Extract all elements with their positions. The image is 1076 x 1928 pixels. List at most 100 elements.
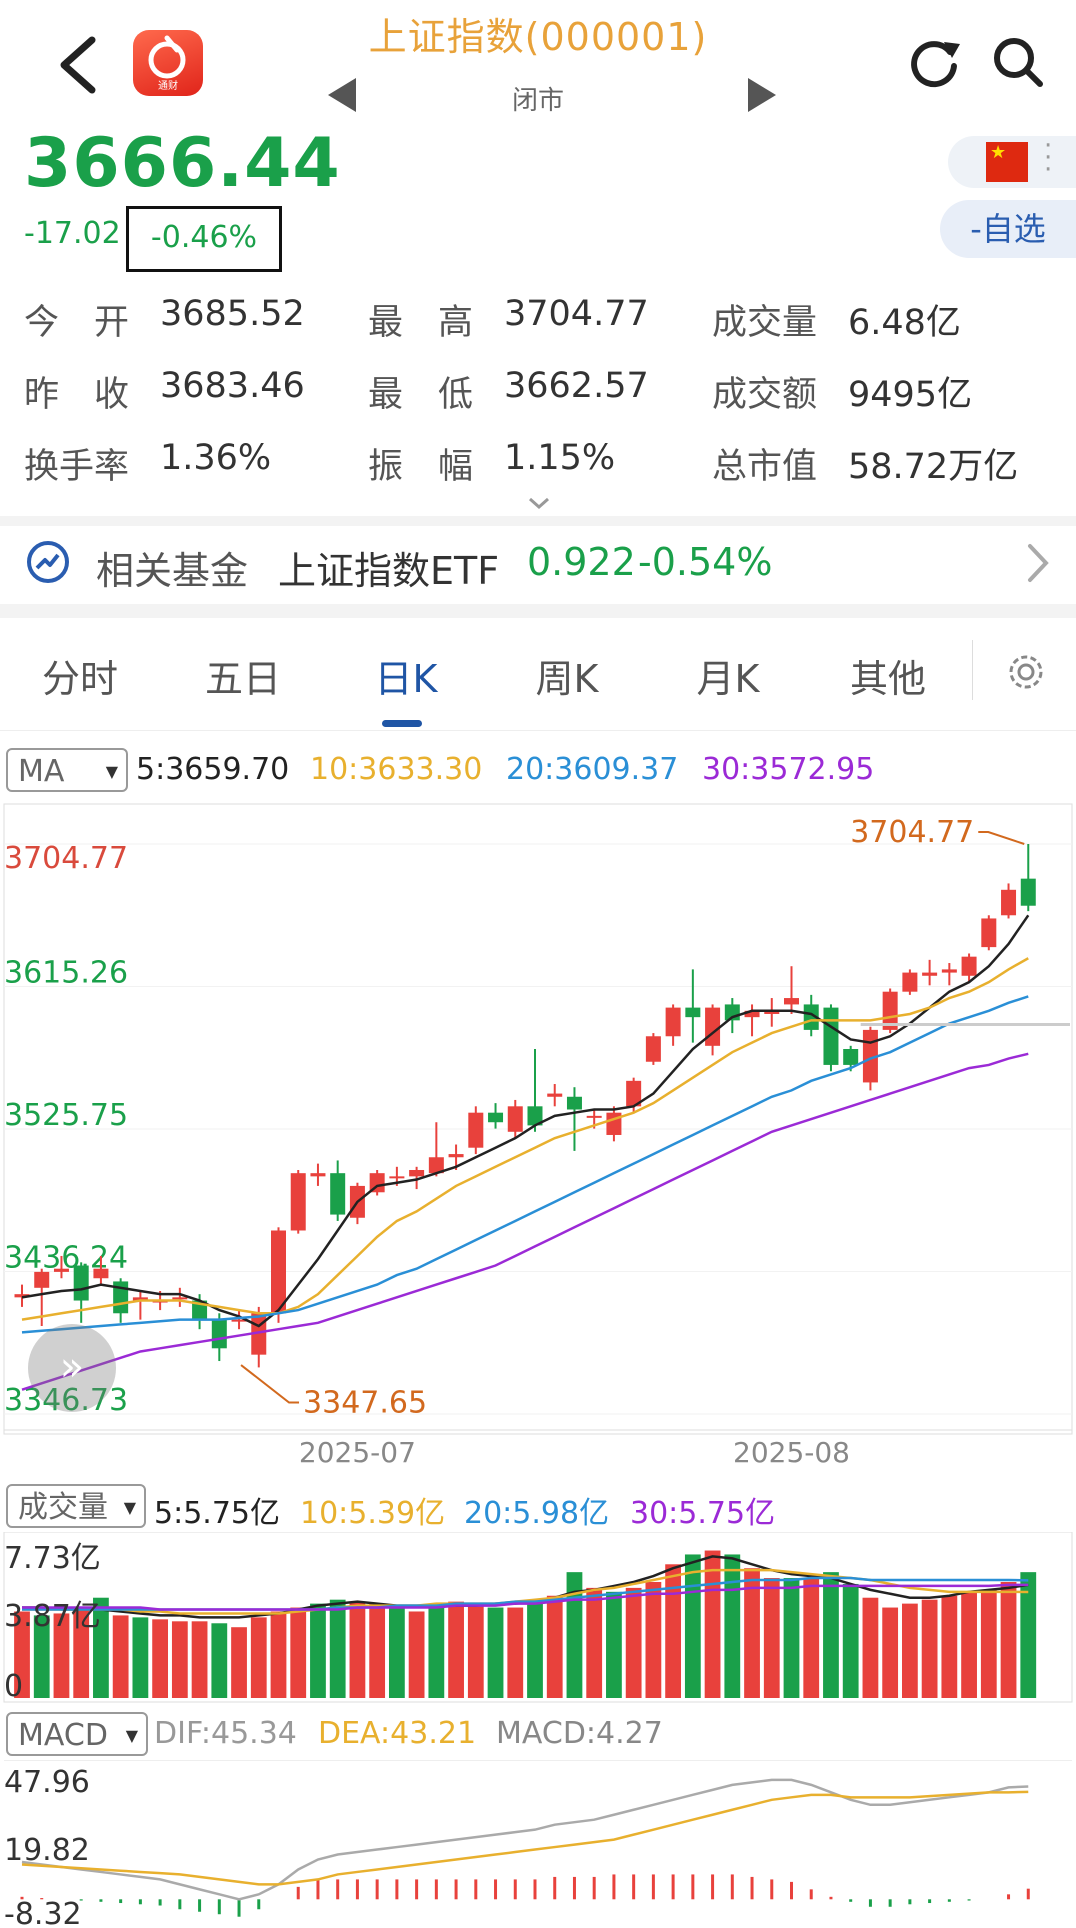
candle-body [73, 1265, 89, 1301]
volume-bar [862, 1597, 879, 1698]
app-logo-label: 通财 [158, 81, 178, 92]
tab-separator [972, 640, 973, 700]
volume-bar [112, 1615, 129, 1698]
stat-label: 成交量 [712, 303, 818, 343]
volume-selector[interactable]: 成交量 ▼ [6, 1484, 146, 1528]
low-marker-label: 3347.65 [303, 1386, 427, 1421]
candle-body [882, 991, 898, 1030]
volume-bar [941, 1595, 958, 1698]
dea-line [21, 1790, 1029, 1886]
volume-chart[interactable]: 7.73亿 3.87亿 0 [0, 1532, 1076, 1704]
stat-value: 6.48亿 [848, 303, 961, 343]
x-axis-label: 2025-07 [299, 1436, 416, 1469]
macd-axis-label: -8.32 [4, 1897, 82, 1928]
related-fund-change: -0.54% [638, 540, 773, 584]
volume-bar [665, 1564, 682, 1698]
volume-bar [645, 1581, 662, 1698]
ma-selector-label: MA [18, 754, 65, 789]
candle-body [409, 1169, 425, 1177]
more-options-icon[interactable]: · · · [1044, 131, 1053, 185]
volume-bar [566, 1572, 583, 1698]
section-divider [0, 516, 1076, 526]
volume-bar [388, 1607, 405, 1698]
volume-bar [310, 1603, 326, 1698]
tab-intraday[interactable]: 分时 [41, 657, 118, 701]
vol-ma5-value: 5:5.75亿 [154, 1496, 280, 1531]
expand-chevron-icon[interactable] [524, 494, 554, 514]
volume-bar [625, 1587, 642, 1698]
macd-selector[interactable]: MACD ▼ [6, 1712, 148, 1756]
candle-body [271, 1230, 286, 1314]
remove-watchlist-button[interactable]: -自选 [940, 200, 1076, 258]
top-bar: 通财 上证指数(000001) 闭市 [0, 0, 1076, 125]
candle-body [823, 1007, 839, 1065]
candle-body [586, 1115, 602, 1118]
ma5-value: 5:3659.70 [136, 752, 290, 787]
volume-axis-label: 3.87亿 [4, 1599, 101, 1634]
volume-bar [408, 1611, 425, 1698]
volume-bar [369, 1603, 386, 1698]
volume-bar [231, 1627, 247, 1698]
prev-stock-icon[interactable] [328, 78, 356, 112]
candle-body [468, 1112, 484, 1148]
volume-bar [980, 1589, 997, 1698]
tab-five-day[interactable]: 五日 [204, 657, 281, 701]
volume-bar [1000, 1581, 1017, 1698]
stat-value: 3683.46 [160, 366, 305, 406]
vol-ma30-value: 30:5.75亿 [630, 1496, 776, 1531]
volume-bar [33, 1615, 50, 1698]
volume-bar [684, 1554, 701, 1698]
volume-bar [546, 1595, 563, 1698]
volume-bar [93, 1597, 109, 1698]
ma-selector[interactable]: MA ▼ [6, 748, 128, 792]
candlestick-chart[interactable]: 3704.773615.263525.753436.243346.733704.… [0, 800, 1076, 1470]
ma5-line [21, 914, 1030, 1328]
price-change-percent: -0.46% [126, 206, 282, 272]
price-axis-label: 3525.75 [4, 1098, 128, 1133]
volume-bar [467, 1603, 484, 1698]
stat-label: 昨 收 [24, 375, 130, 415]
search-icon[interactable] [990, 34, 1046, 90]
ma20-value: 20:3609.37 [506, 752, 679, 787]
ma30-value: 30:3572.95 [702, 752, 875, 787]
stat-label: 振 幅 [368, 447, 474, 487]
candle-body [53, 1268, 69, 1272]
volume-bar [921, 1599, 938, 1698]
volume-bar [250, 1617, 267, 1698]
volume-bar [507, 1607, 524, 1698]
next-stock-icon[interactable] [748, 78, 776, 112]
related-fund-name[interactable]: 上证指数ETF [278, 549, 500, 593]
candle-body [231, 1319, 247, 1322]
candle-body [211, 1319, 227, 1349]
candle-body [330, 1173, 346, 1215]
candle-body [527, 1106, 543, 1126]
tab-monthly-k[interactable]: 月K [696, 657, 760, 701]
chevron-right-icon[interactable] [1022, 540, 1052, 586]
candle-body [290, 1173, 306, 1231]
volume-bar [586, 1587, 603, 1698]
candle-body [448, 1154, 464, 1158]
candle-body [784, 998, 799, 1005]
candle-body [744, 1010, 760, 1018]
candle-body [132, 1297, 148, 1301]
stat-value: 3685.52 [160, 294, 305, 334]
volume-bar [349, 1601, 366, 1698]
related-fund-price: 0.922 [527, 540, 636, 584]
volume-bar [428, 1603, 445, 1698]
candle-body [1020, 878, 1036, 906]
macd-chart[interactable]: 47.96 19.82 -8.32 [0, 1760, 1076, 1928]
stat-value: 1.15% [504, 438, 616, 478]
tab-daily-k[interactable]: 日K [374, 657, 438, 701]
volume-bar [329, 1599, 346, 1698]
last-price: 3666.44 [24, 124, 341, 203]
refresh-icon[interactable] [906, 36, 962, 92]
back-arrow-icon[interactable] [50, 30, 110, 100]
tab-weekly-k[interactable]: 周K [535, 657, 599, 701]
high-marker-label: 3704.77 [850, 815, 974, 850]
stat-label: 总市值 [712, 447, 818, 487]
stat-label: 最 高 [368, 303, 474, 343]
market-status: 闭市 [511, 86, 564, 116]
candle-body [961, 956, 977, 976]
tab-other[interactable]: 其他 [849, 657, 926, 701]
gear-icon[interactable] [1004, 650, 1048, 694]
